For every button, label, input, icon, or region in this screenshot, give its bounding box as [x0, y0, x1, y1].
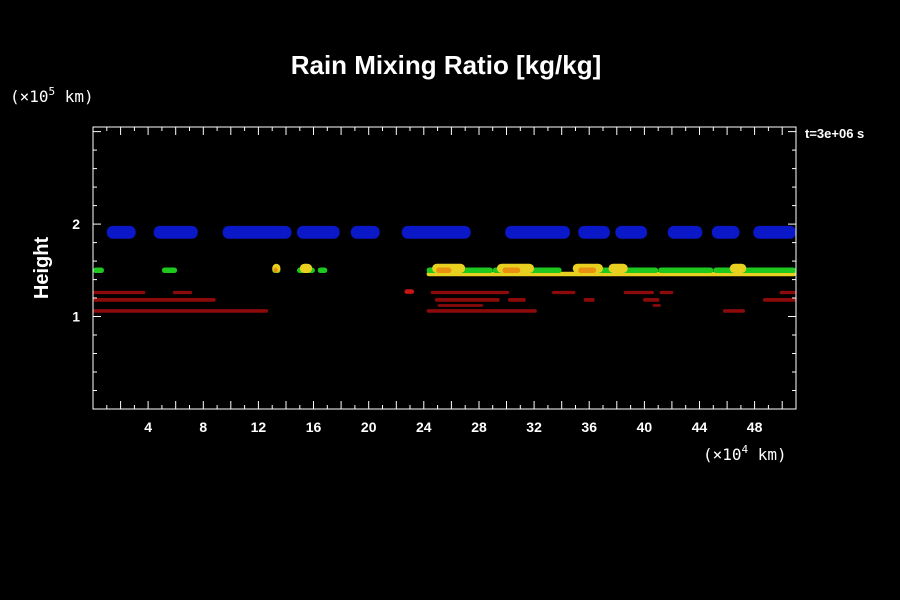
feature-5	[93, 290, 796, 295]
x-tick-label: 24	[416, 419, 432, 435]
y-scale-exponent: 5	[49, 85, 56, 98]
feature-5-segment-6	[779, 290, 796, 295]
x-scale-label: (×104 km)	[703, 443, 787, 464]
feature-5-segment-3	[552, 290, 576, 295]
x-tick-label: 8	[199, 419, 207, 435]
feature-6-segment-5	[762, 298, 796, 302]
feature-0-segment-4	[350, 225, 380, 239]
y-axis-label: Height	[31, 237, 53, 300]
feature-7	[93, 309, 745, 313]
x-tick-label: 4	[144, 419, 152, 435]
feature-2-segment-8	[658, 267, 714, 273]
x-tick-label: 48	[747, 419, 763, 435]
x-tick-label: 12	[251, 419, 267, 435]
feature-6-segment-3	[583, 298, 595, 302]
features-layer	[93, 225, 796, 313]
feature-0-segment-5	[401, 225, 471, 239]
feature-2-segment-0	[93, 267, 104, 273]
feature-0-segment-8	[615, 225, 648, 239]
y-tick-label: 2	[72, 216, 80, 232]
feature-0-segment-1	[153, 225, 198, 239]
feature-0-segment-11	[753, 225, 796, 239]
feature-7-segment-0	[93, 309, 269, 313]
y-scale-label: (×105 km)	[10, 85, 94, 106]
x-tick-label: 44	[692, 419, 708, 435]
feature-8-segment-1	[652, 304, 661, 307]
x-tick-label: 36	[581, 419, 597, 435]
feature-2-segment-1	[161, 267, 178, 273]
feature-3-segment-1	[299, 263, 313, 273]
feature-4-segment-1	[436, 267, 452, 273]
feature-5-segment-0	[93, 290, 146, 295]
feature-0-segment-7	[578, 225, 610, 239]
feature-0-segment-6	[505, 225, 570, 239]
plot-frame	[92, 126, 797, 410]
feature-5-segment-2	[430, 290, 510, 295]
feature-5-segment-4	[623, 290, 654, 295]
feature-7-segment-1	[426, 309, 537, 313]
chart-title: Rain Mixing Ratio [kg/kg]	[291, 50, 602, 80]
feature-6	[93, 298, 796, 302]
x-scale-exponent: 4	[742, 443, 749, 456]
x-tick-label: 16	[306, 419, 322, 435]
time-label: t=3e+06 s	[805, 126, 864, 141]
x-scale-prefix: (×10	[703, 445, 742, 464]
feature-3-segment-5	[608, 263, 628, 273]
feature-0-segment-3	[297, 225, 340, 239]
feature-0-segment-2	[222, 225, 292, 239]
y-scale-prefix: (×10	[10, 87, 49, 106]
feature-7-segment-2	[722, 309, 745, 313]
feature-0	[106, 225, 796, 239]
feature-4-segment-2	[502, 267, 521, 273]
feature-4-segment-3	[578, 267, 597, 273]
feature-4	[273, 267, 597, 273]
feature-0-segment-0	[106, 225, 136, 239]
feature-0-segment-9	[667, 225, 703, 239]
feature-2-segment-4	[317, 267, 328, 273]
feature-5-segment-5	[659, 290, 674, 295]
feature-4-segment-0	[273, 267, 278, 273]
y-scale-suffix: km)	[55, 87, 94, 106]
feature-9-segment-0	[404, 289, 415, 294]
x-tick-label: 28	[471, 419, 487, 435]
feature-8-segment-0	[437, 304, 484, 307]
x-tick-label: 32	[526, 419, 542, 435]
x-tick-label: 40	[637, 419, 653, 435]
feature-6-segment-2	[507, 298, 526, 302]
feature-6-segment-1	[434, 298, 500, 302]
feature-9	[404, 289, 415, 294]
feature-3-segment-6	[729, 263, 747, 273]
feature-6-segment-4	[643, 298, 660, 302]
x-scale-suffix: km)	[748, 445, 787, 464]
feature-0-segment-10	[711, 225, 740, 239]
feature-6-segment-0	[93, 298, 216, 302]
x-tick-label: 20	[361, 419, 377, 435]
feature-8	[437, 304, 661, 307]
y-tick-label: 1	[72, 309, 80, 325]
feature-5-segment-1	[172, 290, 193, 295]
feature-2-segment-9	[713, 267, 796, 273]
